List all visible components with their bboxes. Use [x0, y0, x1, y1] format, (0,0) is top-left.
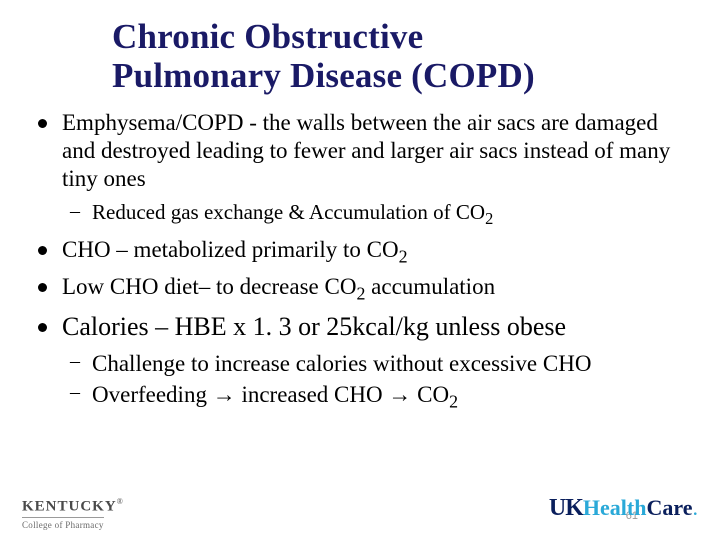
slide: Chronic Obstructive Pulmonary Disease (C…	[0, 0, 720, 540]
health-text: Health	[583, 495, 647, 521]
bullet-text: Calories – HBE x 1. 3 or 25kcal/kg unles…	[62, 312, 566, 341]
footer: KENTUCKY® College of Pharmacy UKHealthCa…	[0, 476, 720, 540]
slide-title: Chronic Obstructive Pulmonary Disease (C…	[112, 18, 692, 95]
sub-text-a: Overfeeding	[92, 382, 213, 407]
bullet-emphysema: Emphysema/COPD - the walls between the a…	[28, 109, 692, 230]
dot-text: .	[693, 495, 699, 521]
sub-text-a: Reduced gas exchange & Accumulation of C…	[92, 200, 485, 224]
uk-text: UK	[549, 495, 583, 522]
bullet-list: Emphysema/COPD - the walls between the a…	[28, 109, 692, 414]
title-line-1: Chronic Obstructive	[112, 17, 423, 56]
kentucky-logo: KENTUCKY® College of Pharmacy	[22, 497, 123, 530]
sub-list: Reduced gas exchange & Accumulation of C…	[62, 199, 692, 230]
co2-subscript: 2	[449, 392, 458, 412]
bullet-cho-metabolized: CHO – metabolized primarily to CO2	[28, 236, 692, 268]
bullet-text-c: accumulation	[365, 274, 495, 299]
co2-subscript: 2	[399, 247, 408, 267]
bullet-text-a: CHO – metabolized primarily to CO	[62, 237, 399, 262]
sub-text-c: CO	[411, 382, 449, 407]
registered-icon: ®	[117, 497, 123, 506]
co2-subscript: 2	[485, 209, 493, 228]
care-text: Care	[646, 495, 692, 521]
sub-reduced-gas: Reduced gas exchange & Accumulation of C…	[62, 199, 692, 230]
bullet-low-cho: Low CHO diet– to decrease CO2 accumulati…	[28, 273, 692, 305]
sub-list: Challenge to increase calories without e…	[62, 349, 692, 414]
arrow-icon: →	[213, 381, 236, 407]
sub-text-b: increased CHO	[236, 382, 389, 407]
college-text: College of Pharmacy	[22, 517, 104, 530]
sub-overfeeding: Overfeeding → increased CHO → CO2	[62, 380, 692, 414]
uk-healthcare-logo: UKHealthCare.	[549, 495, 698, 530]
arrow-icon: →	[388, 381, 411, 407]
kentucky-wordmark: KENTUCKY®	[22, 497, 123, 515]
bullet-calories: Calories – HBE x 1. 3 or 25kcal/kg unles…	[28, 311, 692, 414]
sub-challenge: Challenge to increase calories without e…	[62, 349, 692, 378]
sub-text: Challenge to increase calories without e…	[92, 351, 591, 376]
title-line-2: Pulmonary Disease (COPD)	[112, 56, 535, 95]
bullet-text-a: Low CHO diet– to decrease CO	[62, 274, 356, 299]
kentucky-text: KENTUCKY	[22, 498, 117, 514]
bullet-text: Emphysema/COPD - the walls between the a…	[62, 110, 670, 191]
